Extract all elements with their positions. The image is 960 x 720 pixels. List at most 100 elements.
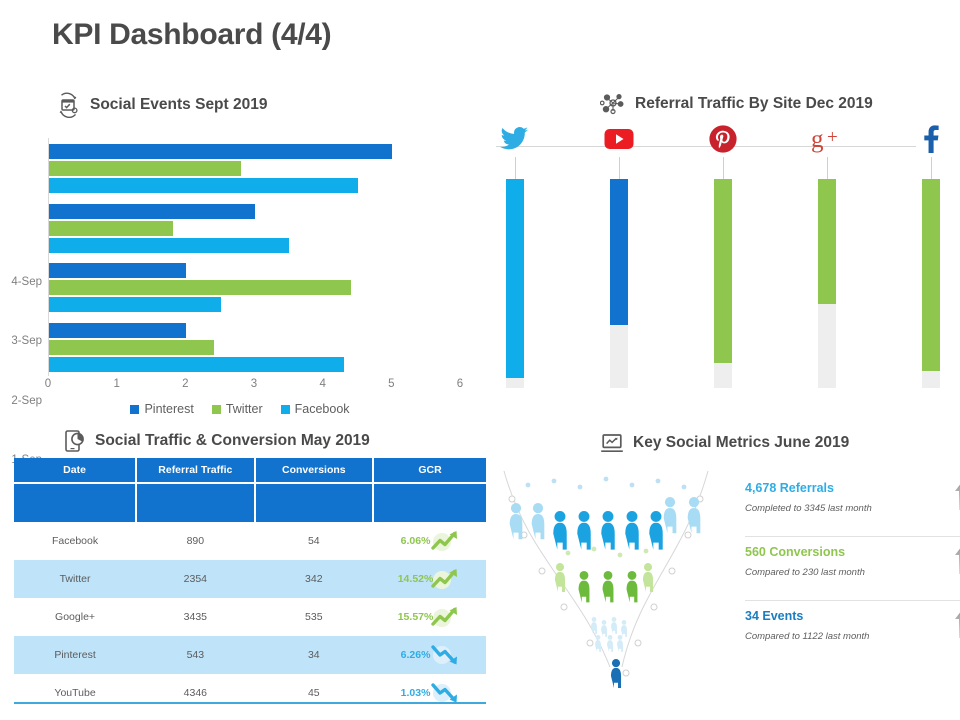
section-title-social-events: Social Events Sept 2019 xyxy=(90,96,268,113)
bar-group xyxy=(49,138,461,198)
table-cell-conversions: 54 xyxy=(307,535,320,547)
trend-down-icon xyxy=(430,681,460,705)
table-cell-date: Pinterest xyxy=(14,636,137,674)
table-column-header[interactable]: Referral Traffic xyxy=(136,458,256,484)
referral-traffic-column-chart: g + xyxy=(470,122,960,402)
gcr-value: 15.57% xyxy=(397,611,434,623)
bar-category-label: 4-Sep xyxy=(11,275,42,288)
legend-item-twitter[interactable]: Twitter xyxy=(211,402,263,416)
bar-pinterest xyxy=(49,144,393,159)
x-axis-tick: 5 xyxy=(388,378,395,390)
trend-up-icon xyxy=(954,609,960,639)
conversion-funnel-illustration xyxy=(498,467,748,689)
key-social-metrics-panel: 4,678 Referrals Completed to 3345 last mo… xyxy=(503,425,960,695)
table-cell-gcr: 15.57% xyxy=(373,598,486,636)
legend-item-facebook[interactable]: Facebook xyxy=(280,402,350,416)
table-cell-gcr: 14.52% xyxy=(373,560,486,598)
table-cell-conversions: 34 xyxy=(254,636,374,674)
metric-subtext: Compared to 1122 last month xyxy=(745,631,870,642)
header-strip-cell xyxy=(373,483,486,522)
metric-item[interactable]: 34 Events Compared to 1122 last month xyxy=(745,601,960,665)
table-cell-gcr: 6.26% xyxy=(373,636,486,674)
svg-text:g: g xyxy=(811,126,824,153)
column-stem xyxy=(514,157,516,179)
column-unit-facebook[interactable] xyxy=(894,122,960,388)
social-traffic-table: Date Referral Traffic Conversions GCR Faceb… xyxy=(14,458,486,712)
table-column-header[interactable]: Date xyxy=(14,458,138,484)
bar-category-label: 2-Sep xyxy=(11,394,42,407)
calendar-refresh-icon xyxy=(55,92,81,118)
legend-swatch xyxy=(211,404,221,414)
header-strip-cell xyxy=(14,483,138,522)
mobile-pie-chart-icon xyxy=(64,429,86,453)
x-axis-tick: 1 xyxy=(113,378,120,390)
x-axis-tick: 4 xyxy=(319,378,326,390)
legend-item-pinterest[interactable]: Pinterest xyxy=(130,402,194,416)
legend-label: Twitter xyxy=(225,402,263,416)
table-body: Facebook 890 54 6.06% Twitter 2354 342 14.52% Go… xyxy=(14,522,486,712)
section-title-key-metrics: Key Social Metrics June 2019 xyxy=(633,434,850,451)
bar-group xyxy=(49,257,461,317)
metric-subtext: Compared to 230 last month xyxy=(745,567,865,578)
table-header-row: Date Referral Traffic Conversions GCR xyxy=(14,458,486,484)
gcr-value: 6.26% xyxy=(400,649,431,661)
table-row[interactable]: Pinterest 543 34 6.26% xyxy=(14,636,486,674)
column-stem xyxy=(722,157,724,179)
table-cell-referral-traffic: 4346 xyxy=(183,687,208,699)
column-fill xyxy=(818,179,836,305)
youtube-icon[interactable] xyxy=(582,122,656,156)
table-cell-date: Facebook xyxy=(51,535,99,547)
bar-pinterest xyxy=(49,263,187,278)
table-header-strip xyxy=(14,483,486,522)
column-chart-connector-line xyxy=(496,146,916,147)
section-title-social-traffic: Social Traffic & Conversion May 2019 xyxy=(95,432,370,449)
table-row[interactable]: YouTube 4346 45 1.03% xyxy=(14,674,486,712)
bar-twitter xyxy=(49,280,352,295)
x-axis-tick: 2 xyxy=(182,378,189,390)
table-cell-gcr: 6.06% xyxy=(373,522,486,560)
metric-item[interactable]: 560 Conversions Compared to 230 last mont… xyxy=(745,537,960,601)
header-strip-cell xyxy=(254,483,375,522)
bar-facebook xyxy=(49,178,358,193)
bar-facebook xyxy=(49,356,345,372)
column-track xyxy=(818,179,836,388)
trend-up-icon xyxy=(954,545,960,575)
column-unit-pinterest[interactable] xyxy=(686,122,760,388)
table-cell-date: Google+ xyxy=(55,611,96,623)
metric-value: 4,678 Referrals xyxy=(745,481,834,495)
table-row[interactable]: Facebook 890 54 6.06% xyxy=(14,522,486,560)
column-unit-youtube[interactable] xyxy=(582,122,656,388)
table-cell-date: YouTube xyxy=(54,687,96,699)
column-fill xyxy=(506,179,524,378)
bar-twitter xyxy=(49,339,214,355)
table-column-header[interactable]: Conversions xyxy=(254,458,375,484)
bar-twitter xyxy=(49,161,242,176)
column-track xyxy=(714,179,732,388)
table-cell-gcr: 1.03% xyxy=(373,674,486,712)
legend-swatch xyxy=(280,404,290,414)
table-row[interactable]: Twitter 2354 342 14.52% xyxy=(14,560,486,598)
bar-pinterest xyxy=(49,203,255,219)
bar-pinterest xyxy=(49,322,187,338)
column-track xyxy=(922,179,940,388)
column-stem xyxy=(618,157,620,179)
section-header-key-metrics: Key Social Metrics June 2019 xyxy=(600,432,849,454)
bar-facebook xyxy=(49,297,221,312)
column-track xyxy=(506,179,524,388)
metric-value: 560 Conversions xyxy=(745,545,846,559)
bar-chart-legend: Pinterest Twitter Facebook xyxy=(0,402,480,416)
twitter-icon[interactable] xyxy=(478,122,552,156)
facebook-icon[interactable] xyxy=(894,122,960,156)
googleplus-icon[interactable]: g + xyxy=(790,122,864,156)
metric-item[interactable]: 4,678 Referrals Completed to 3345 last mo… xyxy=(745,473,960,537)
pinterest-icon[interactable] xyxy=(686,122,760,156)
section-title-referral-traffic: Referral Traffic By Site Dec 2019 xyxy=(635,95,873,112)
column-unit-googleplus[interactable]: g + xyxy=(790,122,864,388)
column-unit-twitter[interactable] xyxy=(478,122,552,388)
laptop-chart-icon xyxy=(600,432,624,454)
section-header-social-events: Social Events Sept 2019 xyxy=(55,92,267,118)
table-row[interactable]: Google+ 3435 535 15.57% xyxy=(14,598,486,636)
table-column-header[interactable]: GCR xyxy=(373,458,486,484)
x-axis-tick: 3 xyxy=(250,378,258,390)
